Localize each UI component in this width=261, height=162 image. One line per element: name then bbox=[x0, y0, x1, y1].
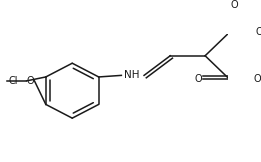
Text: O: O bbox=[26, 76, 34, 86]
Text: NH: NH bbox=[124, 70, 140, 80]
Text: O: O bbox=[254, 74, 261, 84]
Text: Cl: Cl bbox=[8, 76, 18, 86]
Text: O: O bbox=[230, 0, 238, 10]
Text: O: O bbox=[194, 74, 202, 84]
Text: O: O bbox=[256, 27, 261, 37]
